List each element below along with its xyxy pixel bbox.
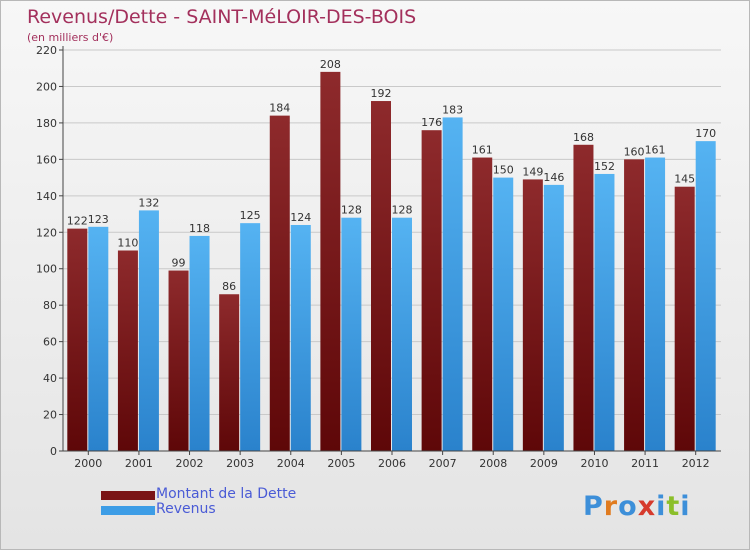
x-tick-label: 2004 (277, 457, 305, 470)
data-labels: 122 123 110 132 99 118 86 125 184 124 208 128 192 128… (67, 58, 716, 293)
x-tick-label: 2008 (479, 457, 507, 470)
data-label-debt: 99 (172, 257, 186, 270)
bar-debt (320, 71, 341, 451)
logo-letter: P (583, 491, 604, 522)
x-tick-label: 2007 (429, 457, 457, 470)
bar-revenus (695, 141, 716, 452)
data-label-revenus: 124 (290, 211, 311, 224)
legend-label-debt: Montant de la Dette (156, 486, 297, 502)
y-tick-label: 60 (43, 336, 57, 349)
data-label-debt: 122 (67, 215, 88, 228)
logo-letter: r (603, 491, 619, 522)
bar-debt (219, 294, 240, 451)
data-label-debt: 184 (269, 102, 290, 115)
data-label-debt: 149 (522, 165, 543, 178)
logo-letter: i (680, 491, 691, 522)
axes: 0 20 40 60 80 100 120 140 160 180 200 220 2000 2001 20… (36, 44, 721, 470)
data-label-revenus: 132 (138, 196, 159, 209)
data-label-debt: 168 (573, 131, 594, 144)
y-tick-label: 160 (36, 153, 57, 166)
bar-revenus (290, 224, 311, 451)
legend-swatch-revenus (101, 506, 155, 515)
bars (67, 71, 716, 452)
x-tick-label: 2003 (226, 457, 254, 470)
x-tick-label: 2002 (176, 457, 204, 470)
x-tick-label: 2000 (74, 457, 102, 470)
bar-debt (522, 179, 543, 451)
y-tick-label: 20 (43, 409, 57, 422)
y-tick-label: 220 (36, 44, 57, 57)
data-label-debt: 176 (421, 116, 442, 129)
data-label-revenus: 118 (189, 222, 210, 235)
data-label-revenus: 146 (543, 171, 564, 184)
bar-debt (624, 159, 645, 451)
bar-revenus (493, 177, 514, 451)
bar-debt (168, 270, 189, 451)
data-label-revenus: 123 (88, 213, 109, 226)
bar-debt (472, 157, 493, 452)
bar-revenus (240, 223, 261, 451)
logo-letter: o (618, 491, 638, 522)
bar-debt (421, 130, 442, 451)
y-tick-label: 80 (43, 299, 57, 312)
y-tick-label: 0 (50, 445, 57, 458)
bar-revenus (189, 235, 210, 451)
data-label-debt: 192 (371, 87, 392, 100)
x-tick-label: 2011 (631, 457, 659, 470)
bar-debt (269, 115, 290, 452)
bar-debt (371, 101, 391, 451)
x-tick-label: 2006 (378, 457, 406, 470)
chart-subtitle: (en milliers d'€) (27, 31, 114, 44)
legend-swatch-debt (101, 491, 155, 500)
data-label-revenus: 150 (493, 164, 514, 177)
x-tick-label: 2010 (580, 457, 608, 470)
y-tick-label: 180 (36, 117, 57, 130)
proxiti-logo: Proxiti (583, 491, 691, 522)
bar-revenus (594, 173, 615, 452)
bar-revenus (341, 217, 362, 451)
data-label-revenus: 128 (392, 204, 413, 217)
bar-revenus (442, 117, 463, 451)
legend-label-revenus: Revenus (156, 501, 216, 517)
data-label-debt: 161 (472, 144, 493, 157)
bar-debt (117, 250, 138, 451)
data-label-revenus: 152 (594, 160, 615, 173)
bar-debt (674, 186, 695, 452)
y-tick-label: 200 (36, 80, 57, 93)
data-label-revenus: 183 (442, 103, 463, 116)
bar-debt (573, 144, 594, 452)
logo-letter: x (637, 491, 657, 522)
data-label-debt: 86 (222, 280, 236, 293)
chart-title: Revenus/Dette - SAINT-MéLOIR-DES-BOIS (27, 6, 417, 28)
logo-letter: i (656, 491, 667, 522)
y-tick-label: 100 (36, 263, 57, 276)
data-label-debt: 145 (674, 173, 695, 186)
bar-debt (67, 228, 88, 451)
bar-revenus (645, 157, 666, 452)
data-label-debt: 110 (117, 237, 138, 250)
bar-revenus (543, 184, 564, 451)
bar-revenus (392, 217, 412, 451)
y-tick-label: 40 (43, 372, 57, 385)
y-tick-label: 140 (36, 190, 57, 203)
bar-revenus (88, 226, 109, 451)
data-label-debt: 160 (624, 145, 645, 158)
bar-revenus (138, 210, 159, 451)
y-tick-label: 120 (36, 226, 57, 239)
logo-letter: t (666, 491, 681, 522)
data-label-revenus: 170 (695, 127, 716, 140)
data-label-revenus: 161 (645, 144, 666, 157)
x-tick-label: 2001 (125, 457, 153, 470)
x-tick-label: 2009 (530, 457, 558, 470)
data-label-debt: 208 (320, 58, 341, 71)
x-tick-label: 2005 (327, 457, 355, 470)
data-label-revenus: 128 (341, 204, 362, 217)
data-label-revenus: 125 (240, 209, 261, 222)
x-tick-label: 2012 (682, 457, 710, 470)
